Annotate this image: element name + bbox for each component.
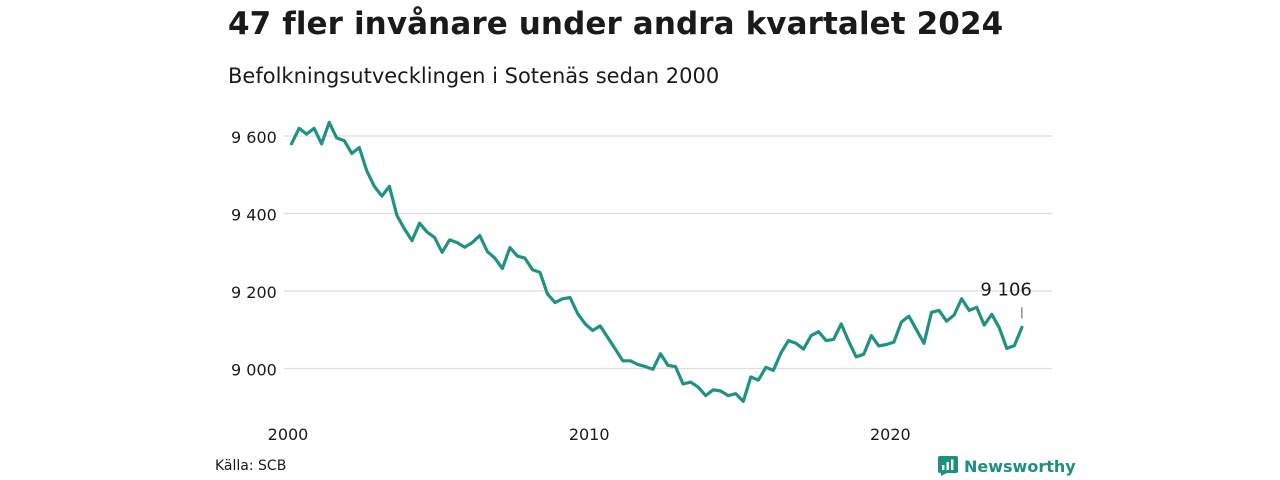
- axis-layer: 9 000 9 200 9 400 9 600 2000 2010 2020: [231, 128, 911, 444]
- source-credit: Källa: SCB: [215, 458, 287, 474]
- chart-title: 47 fler invånare under andra kvartalet 2…: [228, 6, 1004, 42]
- end-value-label: 9 106: [980, 279, 1032, 300]
- chart-subtitle: Befolkningsutvecklingen i Sotenäs sedan …: [228, 64, 720, 88]
- series-layer: 9 106: [289, 120, 1032, 403]
- y-tick-label: 9 200: [231, 283, 277, 302]
- brand-logo[interactable]: Newsworthy: [938, 456, 1076, 476]
- brand-name: Newsworthy: [964, 456, 1076, 476]
- y-tick-label: 9 000: [231, 361, 277, 380]
- chart-logo-icon: [938, 456, 958, 476]
- x-tick-label: 2010: [569, 425, 610, 444]
- x-tick-label: 2020: [870, 425, 911, 444]
- grid-layer: [284, 135, 1052, 370]
- x-tick-label: 2000: [268, 425, 309, 444]
- y-tick-label: 9 400: [231, 206, 277, 225]
- y-tick-label: 9 600: [231, 128, 277, 147]
- series-line: [289, 120, 1024, 403]
